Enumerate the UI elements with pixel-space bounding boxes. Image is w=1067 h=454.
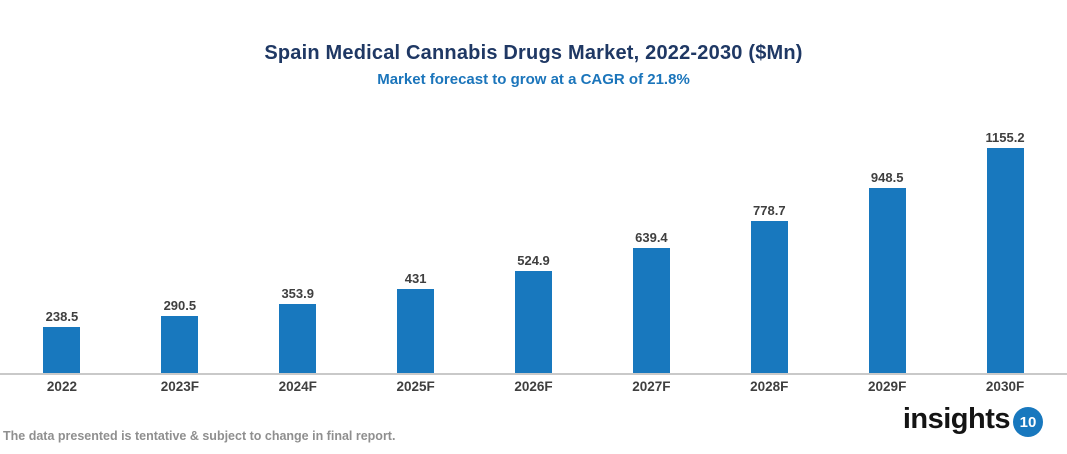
bar-value-label: 524.9 (517, 253, 550, 268)
bar (868, 188, 906, 373)
bar-group: 1155.2 (946, 130, 1064, 373)
category-label: 2028F (750, 379, 789, 394)
bar-value-label: 948.5 (870, 170, 904, 185)
bar (161, 316, 199, 373)
bar (279, 304, 317, 373)
chart-title: Spain Medical Cannabis Drugs Market, 202… (264, 42, 803, 64)
category-label: 2024F (278, 379, 317, 394)
bar-value-label: 1155.2 (985, 130, 1025, 145)
bar-group: 948.5 (828, 170, 946, 373)
category-label: 2027F (632, 379, 671, 394)
bar (750, 221, 788, 373)
logo-circle-10: 10 (1013, 407, 1043, 437)
bar-value-label: 353.9 (281, 286, 314, 301)
bar-group: 290.5 (121, 298, 239, 373)
category-label: 2029F (868, 379, 907, 394)
bar (43, 327, 81, 373)
bar-value-label: 639.4 (635, 230, 668, 245)
bar-group: 639.4 (592, 230, 710, 373)
footer-disclaimer: The data presented is tentative & subjec… (3, 429, 396, 443)
x-axis-line (0, 373, 1067, 375)
bar-value-label: 238.5 (45, 309, 79, 324)
category-label: 2025F (396, 379, 435, 394)
category-row: 2022 2023F 2024F 2025F 2026F 2027F 2028F 2029F 2… (3, 379, 1064, 394)
logo-wordmark: insights (902, 403, 1011, 435)
bar (632, 248, 670, 373)
insights10-logo: insights 10 (903, 402, 1043, 437)
bar (515, 271, 552, 373)
bar-group: 524.9 (475, 253, 593, 373)
bar (986, 148, 1024, 373)
bar-value-label: 290.5 (163, 298, 197, 313)
category-label: 2023F (160, 379, 199, 394)
bar-group: 353.9 (239, 286, 357, 373)
chart-subtitle: Market forecast to grow at a CAGR of 21.… (377, 71, 690, 88)
bar-group: 778.7 (710, 203, 828, 373)
bar-group: 238.5 (3, 309, 121, 373)
category-label: 2026F (514, 379, 553, 394)
bar-value-label: 778.7 (753, 203, 786, 218)
category-label: 2030F (985, 379, 1025, 394)
bar (397, 289, 435, 373)
bar-group: 431 (357, 271, 475, 373)
bar-value-label: 431 (404, 271, 427, 286)
category-label: 2022 (46, 379, 77, 394)
bars-row: 238.5 290.5 353.9 431 524.9 639.4 778.7 948.5 11… (3, 108, 1064, 373)
